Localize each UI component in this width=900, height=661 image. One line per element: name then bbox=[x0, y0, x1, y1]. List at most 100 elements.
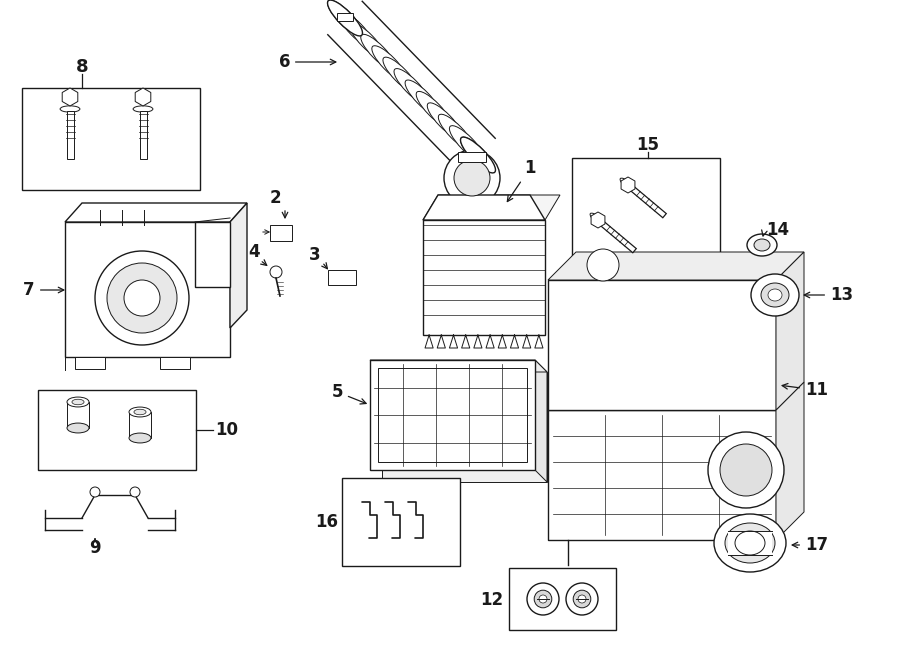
Ellipse shape bbox=[735, 531, 765, 555]
Bar bbox=[370, 360, 535, 470]
Bar bbox=[195, 222, 230, 287]
Polygon shape bbox=[370, 360, 547, 372]
Ellipse shape bbox=[761, 283, 789, 307]
Text: 9: 9 bbox=[89, 539, 101, 557]
Text: 15: 15 bbox=[636, 136, 660, 154]
Bar bbox=[337, 13, 353, 21]
Ellipse shape bbox=[72, 399, 84, 405]
Ellipse shape bbox=[620, 178, 636, 192]
Polygon shape bbox=[621, 177, 634, 193]
Bar bbox=[328, 270, 356, 285]
Ellipse shape bbox=[134, 409, 146, 414]
Bar bbox=[129, 412, 151, 438]
Ellipse shape bbox=[328, 0, 363, 36]
Circle shape bbox=[95, 251, 189, 345]
Bar bbox=[22, 88, 200, 190]
Bar bbox=[38, 390, 196, 470]
Text: 3: 3 bbox=[310, 246, 320, 264]
Circle shape bbox=[720, 444, 772, 496]
Ellipse shape bbox=[129, 407, 151, 417]
Ellipse shape bbox=[67, 397, 89, 407]
Text: 14: 14 bbox=[766, 221, 789, 239]
Ellipse shape bbox=[461, 137, 496, 173]
Ellipse shape bbox=[590, 213, 606, 227]
Circle shape bbox=[708, 432, 784, 508]
Text: 6: 6 bbox=[278, 53, 336, 71]
Polygon shape bbox=[135, 88, 151, 106]
Bar bbox=[160, 357, 190, 369]
Circle shape bbox=[124, 280, 160, 316]
Ellipse shape bbox=[747, 234, 777, 256]
Text: 13: 13 bbox=[805, 286, 853, 304]
Ellipse shape bbox=[133, 106, 153, 112]
Bar bbox=[65, 222, 230, 357]
Bar bbox=[548, 280, 776, 410]
Polygon shape bbox=[423, 195, 560, 220]
Circle shape bbox=[454, 160, 490, 196]
Polygon shape bbox=[423, 195, 545, 220]
Ellipse shape bbox=[129, 433, 151, 443]
Ellipse shape bbox=[714, 514, 786, 572]
Circle shape bbox=[587, 249, 619, 281]
Polygon shape bbox=[591, 212, 605, 228]
Ellipse shape bbox=[350, 23, 384, 59]
Bar bbox=[140, 111, 147, 159]
Circle shape bbox=[107, 263, 177, 333]
Text: 8: 8 bbox=[76, 58, 88, 76]
Polygon shape bbox=[535, 360, 547, 482]
Bar bbox=[572, 158, 720, 258]
Polygon shape bbox=[776, 382, 804, 540]
Ellipse shape bbox=[361, 34, 396, 70]
Circle shape bbox=[130, 487, 140, 497]
Circle shape bbox=[566, 583, 598, 615]
Ellipse shape bbox=[338, 11, 373, 48]
Ellipse shape bbox=[449, 126, 484, 161]
Bar bbox=[423, 220, 545, 335]
Polygon shape bbox=[776, 252, 804, 410]
Ellipse shape bbox=[394, 69, 429, 104]
Bar bbox=[67, 111, 74, 159]
Ellipse shape bbox=[328, 0, 363, 36]
Circle shape bbox=[573, 590, 590, 608]
Bar bbox=[458, 152, 486, 162]
Circle shape bbox=[539, 595, 547, 603]
Text: 2: 2 bbox=[269, 189, 281, 207]
Bar bbox=[728, 531, 772, 555]
Circle shape bbox=[270, 266, 282, 278]
Text: 1: 1 bbox=[508, 159, 536, 202]
Ellipse shape bbox=[372, 46, 407, 81]
Text: 4: 4 bbox=[248, 243, 260, 261]
Ellipse shape bbox=[382, 57, 418, 93]
Ellipse shape bbox=[405, 80, 440, 116]
Ellipse shape bbox=[461, 137, 496, 173]
Bar bbox=[378, 368, 527, 462]
Text: 16: 16 bbox=[315, 513, 338, 531]
Ellipse shape bbox=[67, 423, 89, 433]
Text: 10: 10 bbox=[215, 421, 238, 439]
Circle shape bbox=[535, 590, 552, 608]
Ellipse shape bbox=[438, 114, 473, 150]
Bar bbox=[342, 478, 460, 566]
Polygon shape bbox=[62, 88, 77, 106]
Bar bbox=[382, 372, 547, 482]
FancyArrowPatch shape bbox=[263, 230, 269, 234]
Circle shape bbox=[444, 150, 500, 206]
Bar bbox=[270, 225, 292, 241]
Bar bbox=[75, 357, 105, 369]
Polygon shape bbox=[65, 203, 247, 222]
Text: 12: 12 bbox=[480, 591, 503, 609]
Polygon shape bbox=[230, 203, 247, 328]
Polygon shape bbox=[548, 252, 804, 280]
Ellipse shape bbox=[725, 523, 775, 563]
Ellipse shape bbox=[428, 103, 463, 139]
Text: 7: 7 bbox=[23, 281, 64, 299]
Bar bbox=[509, 568, 616, 630]
Bar bbox=[548, 410, 776, 540]
Bar bbox=[67, 402, 89, 428]
Ellipse shape bbox=[754, 239, 770, 251]
Circle shape bbox=[578, 595, 586, 603]
Text: 5: 5 bbox=[331, 383, 366, 404]
Text: 17: 17 bbox=[792, 536, 828, 554]
Circle shape bbox=[90, 487, 100, 497]
Text: 11: 11 bbox=[782, 381, 828, 399]
